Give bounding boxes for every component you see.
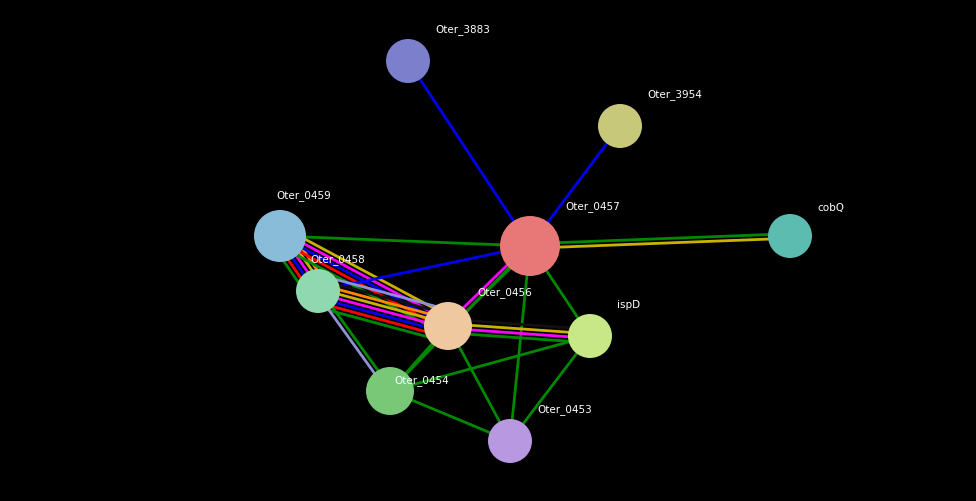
Text: Oter_0458: Oter_0458 (310, 254, 365, 265)
Text: ispD: ispD (617, 300, 640, 310)
Circle shape (366, 367, 414, 415)
Circle shape (296, 270, 340, 313)
Text: Oter_0457: Oter_0457 (565, 201, 620, 211)
Circle shape (500, 216, 560, 277)
Text: Oter_3954: Oter_3954 (647, 89, 702, 100)
Text: Oter_0454: Oter_0454 (394, 374, 449, 385)
Circle shape (568, 314, 612, 358)
Circle shape (254, 210, 306, 263)
Text: Oter_0456: Oter_0456 (477, 287, 532, 298)
Text: cobQ: cobQ (817, 202, 844, 212)
Circle shape (386, 40, 430, 84)
Circle shape (598, 105, 642, 149)
Text: Oter_0453: Oter_0453 (537, 403, 591, 414)
Circle shape (424, 303, 472, 350)
Circle shape (488, 419, 532, 463)
Text: Oter_3883: Oter_3883 (435, 24, 490, 35)
Circle shape (768, 214, 812, 259)
Text: Oter_0459: Oter_0459 (276, 190, 331, 200)
